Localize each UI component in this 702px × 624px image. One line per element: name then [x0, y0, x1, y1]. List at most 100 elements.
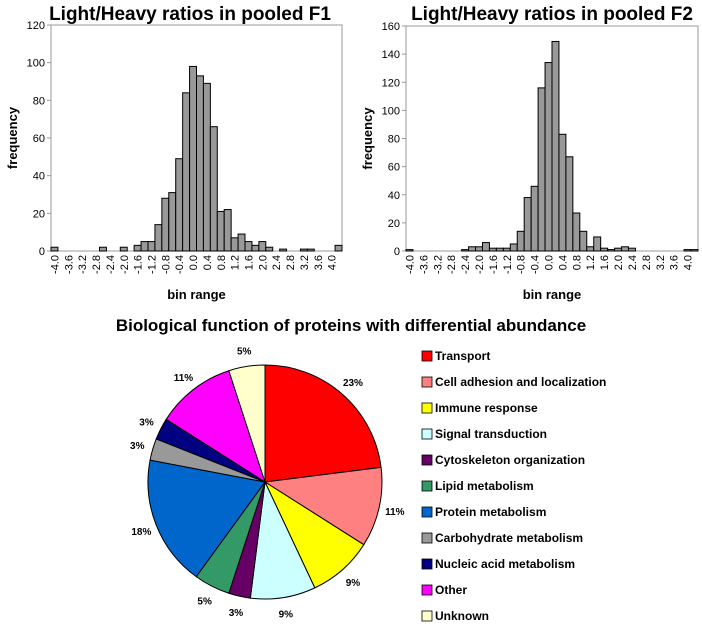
x-tick-label: 1.2 [230, 255, 242, 270]
legend-label: Cell adhesion and localization [435, 375, 606, 389]
y-tick-label: 120 [27, 20, 45, 32]
pie-slice [264, 364, 382, 483]
x-tick-label: -2.0 [119, 255, 131, 274]
histogram-bar [154, 224, 163, 252]
y-tick-label: 0 [394, 246, 400, 258]
slice-label: 9% [279, 609, 294, 620]
x-tick-label: -3.2 [432, 255, 444, 274]
pie-slice [147, 459, 266, 578]
x-tick-label: 3.6 [669, 255, 681, 270]
legend-label: Protein metabolism [435, 505, 546, 519]
legend-label: Cytoskeleton organization [435, 453, 585, 467]
x-tick-label: 2.0 [257, 255, 269, 270]
histogram-bar [182, 92, 191, 252]
x-tick-label: -0.8 [160, 255, 172, 274]
histogram-bar [488, 247, 497, 252]
x-tick-label: -4.0 [49, 255, 61, 274]
histogram-bar [244, 241, 253, 252]
x-tick-label: 1.2 [585, 255, 597, 270]
histogram-bar [230, 237, 239, 252]
x-tick-label: 3.6 [313, 255, 325, 270]
x-tick-label: -2.4 [105, 255, 117, 274]
histogram-bar [593, 236, 602, 252]
legend-item: Transport [421, 349, 490, 363]
x-tick-label: -1.2 [146, 255, 158, 274]
x-tick-label: 0.4 [557, 255, 569, 270]
legend-item: Unknown [421, 609, 489, 623]
legend-item: Other [421, 583, 467, 597]
slice-label: 3% [229, 608, 244, 619]
slice-label: 11% [174, 373, 194, 384]
histogram-bar [405, 249, 414, 252]
legend-swatch [421, 480, 433, 492]
x-tick-label: 1.6 [599, 255, 611, 270]
y-axis-label: frequency [5, 106, 20, 169]
x-tick-label: 2.4 [627, 255, 639, 270]
x-tick-label: -2.8 [446, 255, 458, 274]
chart-title: Light/Heavy ratios in pooled F2 [411, 4, 693, 25]
legend-label: Carbohydrate metabolism [435, 531, 583, 545]
y-tick-label: 60 [33, 133, 45, 145]
legend-item: Cytoskeleton organization [421, 453, 585, 467]
legend-swatch [421, 350, 433, 362]
legend-item: Immune response [421, 401, 538, 415]
y-tick-label: 120 [382, 77, 400, 89]
slice-label: 23% [343, 378, 363, 389]
y-tick-label: 20 [33, 208, 45, 220]
legend-swatch [421, 610, 433, 622]
y-tick-label: 40 [33, 171, 45, 183]
histogram-bar [627, 247, 636, 252]
legend-item: Protein metabolism [421, 505, 546, 519]
histogram-bar [530, 185, 539, 252]
legend-label: Signal transduction [435, 427, 547, 441]
histogram-bar [168, 192, 177, 252]
x-tick-label: 3.2 [299, 255, 311, 270]
histogram-bar [251, 244, 260, 252]
x-tick-label: 0.8 [216, 255, 228, 270]
histogram-bar [99, 246, 107, 252]
pie-slice [165, 370, 266, 484]
histogram-bar [537, 87, 546, 252]
x-axis-label: bin range [523, 287, 582, 302]
histogram-bar [523, 197, 532, 252]
histogram-bar [468, 246, 477, 252]
pie-slice [263, 466, 383, 546]
y-tick-label: 100 [27, 58, 45, 70]
histogram-bar [279, 248, 288, 252]
x-axis-label: bin range [167, 287, 226, 302]
histogram-bar [579, 230, 588, 252]
histogram-bar [119, 246, 128, 252]
histogram-bar [196, 75, 204, 252]
histogram-bar [334, 244, 343, 252]
histogram-f1: Light/Heavy ratios in pooled F1 0 20 40 60 80… [5, 4, 343, 302]
slice-label: 3% [130, 441, 145, 452]
legend-label: Transport [435, 349, 490, 363]
pie-slice [228, 364, 266, 483]
x-tick-label: -0.8 [516, 255, 528, 274]
legend-swatch [421, 376, 433, 388]
histogram-bar [607, 249, 616, 252]
legend-item: Cell adhesion and localization [421, 375, 606, 389]
histogram-bar [621, 246, 629, 252]
histogram-bar [216, 210, 225, 252]
histogram-bar [189, 65, 197, 252]
x-tick-label: 2.8 [641, 255, 653, 270]
histogram-bar [551, 40, 560, 252]
legend-item: Carbohydrate metabolism [421, 531, 583, 545]
histogram-bar [495, 247, 504, 252]
histogram-f2: Light/Heavy ratios in pooled F2 0 20 40 60 80… [360, 4, 699, 302]
histogram-bar [223, 209, 232, 252]
legend-item: Signal transduction [421, 427, 547, 441]
x-tick-label: 0.8 [571, 255, 583, 270]
histogram-bar [50, 246, 59, 252]
x-tick-label: -3.2 [77, 255, 89, 274]
y-tick-label: 140 [382, 49, 400, 61]
x-tick-label: -0.4 [530, 255, 542, 274]
histogram-bar [202, 82, 211, 252]
histogram-bar [586, 246, 595, 252]
histogram-bar [258, 241, 267, 252]
y-tick-label: 160 [382, 21, 400, 33]
y-tick-label: 40 [388, 190, 400, 202]
histogram-bar [161, 197, 170, 252]
